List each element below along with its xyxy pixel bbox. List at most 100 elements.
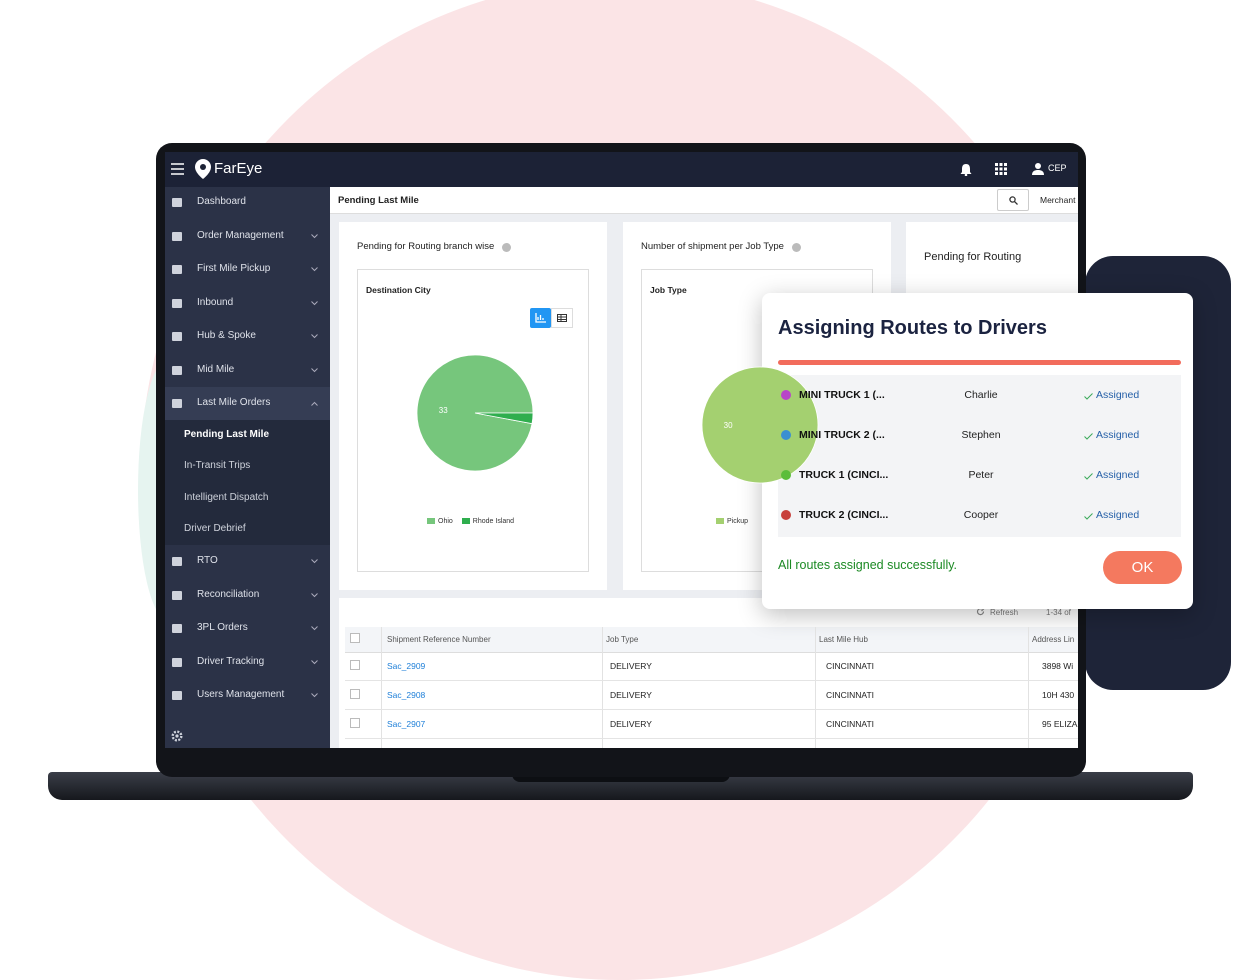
- card-title: Pending for Routing branch wise: [357, 241, 495, 252]
- table-cell: DELIVERY: [610, 690, 652, 700]
- chevron[interactable]: [311, 559, 318, 564]
- status-dot: [781, 430, 791, 440]
- status: Assigned: [1096, 509, 1140, 521]
- merchant-filter[interactable]: Merchant: [1040, 195, 1076, 205]
- nav-item[interactable]: Dashboard: [197, 196, 246, 207]
- nav-item[interactable]: Order Management: [197, 229, 284, 241]
- chevron[interactable]: [311, 233, 318, 239]
- user-name[interactable]: CEP: [1048, 163, 1067, 173]
- pagination: 1-34 of: [1046, 608, 1071, 617]
- nav-icon: [172, 590, 182, 600]
- chevron[interactable]: [311, 659, 318, 665]
- nav-icon: [172, 399, 182, 408]
- card-title: Number of shipment per Job Type: [641, 241, 784, 252]
- column-header: Shipment Reference Number: [387, 635, 491, 644]
- legend-swatch: [716, 518, 724, 524]
- chevron[interactable]: [311, 693, 318, 698]
- checkbox: [350, 718, 360, 728]
- table-cell[interactable]: Sac_2908: [387, 690, 426, 700]
- nav-item[interactable]: First Mile Pickup: [197, 263, 271, 274]
- menu-icon[interactable]: [171, 163, 185, 175]
- topbar: [165, 152, 1078, 187]
- driver: Stephen: [961, 429, 1001, 441]
- nav-icon: [172, 557, 182, 566]
- table-view-toggle[interactable]: [551, 308, 573, 328]
- table-cell: 10H 430: [1042, 691, 1075, 700]
- chevron[interactable]: [311, 401, 318, 406]
- nav-item[interactable]: RTO: [197, 555, 218, 566]
- nav-item[interactable]: Reconciliation: [197, 588, 260, 600]
- page-title: Pending Last Mile: [338, 195, 419, 206]
- checkbox: [350, 689, 360, 699]
- nav-item[interactable]: Last Mile Orders: [197, 397, 271, 408]
- col-divider: [381, 627, 382, 748]
- apps-icon[interactable]: [995, 163, 1007, 175]
- dialog-message: All routes assigned successfully.: [778, 558, 958, 572]
- table-cell: DELIVERY: [610, 661, 652, 671]
- page: FarEye CEP Pending Last Mile Merchant Re…: [48, 0, 1231, 980]
- table-view-icon: [557, 314, 567, 322]
- nav-item[interactable]: 3PL Orders: [197, 622, 248, 633]
- chevron[interactable]: [311, 267, 318, 272]
- user-icon[interactable]: [1032, 162, 1044, 175]
- legend-label: Rhode Island: [472, 518, 515, 525]
- refresh[interactable]: Refresh: [990, 608, 1019, 617]
- dialog-rows-bg: [778, 375, 1181, 537]
- status: Assigned: [1096, 429, 1140, 441]
- info-icon: [502, 243, 511, 252]
- nav-item[interactable]: Users Management: [197, 689, 285, 700]
- dialog-title: Assigning Routes to Drivers: [778, 317, 1047, 339]
- chevron[interactable]: [311, 592, 318, 598]
- chevron[interactable]: [311, 300, 318, 306]
- settings-icon[interactable]: [171, 730, 183, 742]
- nav-icon: [172, 624, 182, 633]
- chevron[interactable]: [311, 334, 318, 339]
- info-icon: [792, 243, 801, 252]
- table-cell: 3898 Wi: [1042, 662, 1074, 671]
- checkbox: [350, 633, 360, 643]
- row-divider: [345, 680, 1078, 681]
- submenu-item[interactable]: Pending Last Mile: [184, 429, 270, 440]
- nav-icon: [172, 332, 182, 341]
- table-cell: 95 ELIZA: [1042, 720, 1078, 729]
- driver: Cooper: [963, 509, 999, 521]
- submenu-item[interactable]: In-Transit Trips: [184, 460, 251, 472]
- vehicle: MINI TRUCK 1 (...: [799, 389, 885, 401]
- nav-icon: [172, 691, 182, 700]
- active-group: [165, 387, 330, 420]
- ok-button[interactable]: OK: [1103, 551, 1182, 584]
- submenu-item[interactable]: Driver Debrief: [184, 522, 246, 534]
- col-divider: [1028, 627, 1029, 748]
- nav-item[interactable]: Inbound: [197, 296, 234, 308]
- chart-title: Destination City: [366, 285, 431, 295]
- status: Assigned: [1096, 389, 1140, 401]
- card-title: Pending for Routing: [924, 251, 1022, 263]
- nav-item[interactable]: Hub & Spoke: [197, 330, 256, 341]
- status-dot: [781, 390, 791, 400]
- status: Assigned: [1096, 469, 1140, 481]
- vehicle: TRUCK 1 (CINCI...: [799, 469, 889, 481]
- bell-icon[interactable]: [960, 163, 972, 176]
- table-cell[interactable]: Sac_2907: [387, 719, 426, 729]
- search-button[interactable]: [997, 189, 1029, 211]
- logo-icon: [195, 159, 211, 179]
- check-icon: [1084, 473, 1093, 480]
- table-cell[interactable]: Sac_2909: [387, 661, 426, 671]
- table-cell: DELIVERY: [610, 719, 652, 729]
- chevron[interactable]: [311, 367, 318, 373]
- table-header: [345, 627, 1078, 653]
- col-divider: [602, 627, 603, 748]
- table-card: [339, 598, 1078, 748]
- vehicle: MINI TRUCK 2 (...: [799, 429, 885, 441]
- check-icon: [1084, 393, 1093, 400]
- chevron[interactable]: [311, 626, 318, 631]
- legend-swatch: [461, 518, 470, 524]
- check-icon: [1084, 433, 1093, 440]
- nav-item[interactable]: Driver Tracking: [197, 655, 265, 667]
- checkbox: [350, 660, 360, 670]
- status-dot: [781, 470, 791, 480]
- submenu-item[interactable]: Intelligent Dispatch: [184, 491, 269, 503]
- row-divider: [345, 709, 1078, 710]
- chart-view-icon: [535, 313, 546, 323]
- nav-item[interactable]: Mid Mile: [197, 363, 235, 375]
